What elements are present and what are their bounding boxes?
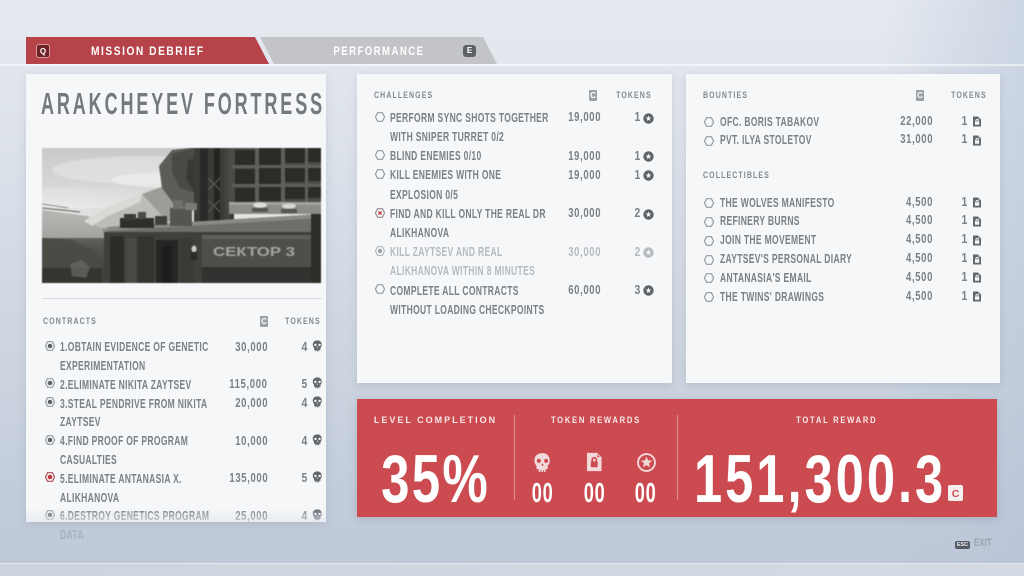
svg-text:ARAKCHEYEV FORTRESS: ARAKCHEYEV FORTRESS [41,86,325,121]
svg-text:C: C [590,91,596,100]
svg-text:C: C [261,317,267,326]
svg-text:C: C [917,91,923,100]
svg-text:СЕКТОР 3: СЕКТОР 3 [213,244,295,259]
svg-text:C: C [952,488,960,500]
